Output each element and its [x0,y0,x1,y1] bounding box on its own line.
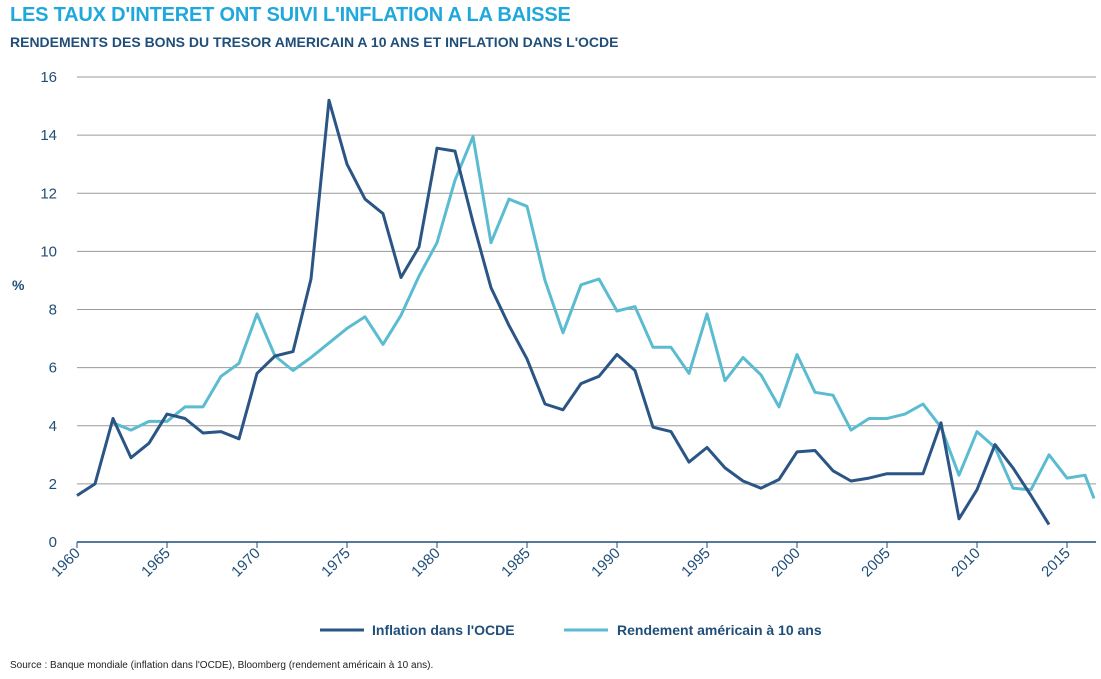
y-tick-label: 4 [49,418,57,435]
x-tick-label: 2010 [948,545,984,581]
legend-label-yield: Rendement américain à 10 ans [617,622,822,638]
x-tick-label: 1990 [588,545,624,581]
y-tick-label: 14 [40,127,57,144]
x-tick-labels: 1960 1965 1970 1975 1980 1985 1990 1995 2000 2005… [48,545,1074,581]
y-tick-label: 6 [49,360,57,377]
x-tick-label: 1970 [228,545,264,581]
y-tick-label: 10 [40,243,57,260]
series-line-yield [112,135,1096,499]
x-tick-label: 2015 [1038,545,1074,581]
x-tick-label: 1995 [678,545,714,581]
y-tick-label: 2 [49,476,57,493]
y-tick-label: 16 [40,69,57,86]
x-tick-label: 1965 [138,545,174,581]
series-lines [76,98,1096,526]
legend: Inflation dans l'OCDE Rendement américai… [320,622,822,638]
x-tick-label: 2005 [858,545,894,581]
x-tick-label: 1975 [318,545,354,581]
axes [76,541,1096,548]
y-tick-label: 0 [49,534,57,551]
source-note: Source : Banque mondiale (inflation dans… [10,660,434,671]
chart-title: LES TAUX D'INTERET ONT SUIVI L'INFLATION… [10,4,571,26]
chart-subtitle: RENDEMENTS DES BONS DU TRESOR AMERICAIN … [10,34,619,50]
x-tick-label: 1980 [408,545,444,581]
legend-label-inflation: Inflation dans l'OCDE [372,622,515,638]
y-tick-label: 12 [40,185,57,202]
series-line-inflation [76,98,1051,526]
y-tick-label: 8 [49,302,57,319]
y-tick-labels: 0 2 4 6 8 10 12 14 16 [40,69,57,551]
x-tick-label: 1985 [498,545,534,581]
y-axis-label: % [12,277,25,293]
x-tick-label: 2000 [768,545,804,581]
gridlines [77,76,1096,485]
